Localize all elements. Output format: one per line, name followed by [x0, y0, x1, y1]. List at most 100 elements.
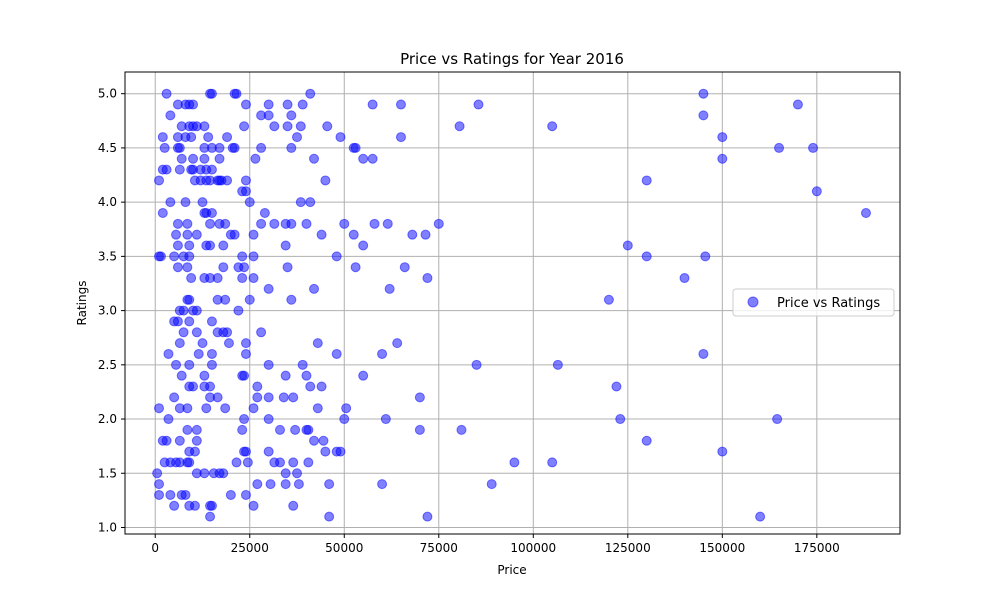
data-point	[176, 370, 187, 381]
data-point	[301, 218, 312, 229]
data-point	[320, 446, 331, 457]
data-point	[288, 457, 299, 468]
data-point	[189, 500, 200, 511]
data-point	[239, 262, 250, 273]
data-point	[256, 218, 267, 229]
data-point	[184, 251, 195, 262]
chart-title: Price vs Ratings for Year 2016	[400, 50, 624, 68]
data-point	[248, 500, 259, 511]
data-point	[290, 424, 301, 435]
data-point	[282, 99, 293, 110]
data-point	[641, 251, 652, 262]
data-point	[256, 142, 267, 153]
data-point	[303, 457, 314, 468]
data-point	[348, 229, 359, 240]
x-tick-label: 100000	[510, 541, 556, 555]
data-point	[244, 197, 255, 208]
data-point	[237, 424, 248, 435]
data-point	[206, 316, 217, 327]
data-point	[229, 142, 240, 153]
x-tick-label: 0	[151, 541, 159, 555]
data-point	[679, 273, 690, 284]
data-point	[172, 218, 183, 229]
data-point	[191, 229, 202, 240]
data-point	[312, 338, 323, 349]
data-point	[248, 229, 259, 240]
data-point	[414, 392, 425, 403]
points-layer	[152, 88, 871, 522]
data-point	[182, 218, 193, 229]
data-point	[552, 359, 563, 370]
data-point	[700, 251, 711, 262]
data-point	[172, 262, 183, 273]
y-tick-label: 5.0	[98, 87, 117, 101]
data-point	[169, 500, 180, 511]
data-point	[197, 197, 208, 208]
data-point	[384, 283, 395, 294]
data-point	[199, 153, 210, 164]
data-point	[174, 142, 185, 153]
y-tick-label: 4.0	[98, 195, 117, 209]
x-tick-label: 50000	[325, 541, 363, 555]
data-point	[316, 381, 327, 392]
y-tick-label: 3.0	[98, 304, 117, 318]
data-point	[377, 479, 388, 490]
data-point	[172, 240, 183, 251]
data-point	[242, 457, 253, 468]
data-point	[154, 403, 165, 414]
data-point	[358, 370, 369, 381]
data-point	[184, 359, 195, 370]
data-point	[339, 414, 350, 425]
data-point	[212, 392, 223, 403]
data-point	[422, 273, 433, 284]
data-point	[155, 251, 166, 262]
data-point	[286, 110, 297, 121]
data-point	[237, 251, 248, 262]
data-point	[163, 348, 174, 359]
data-point	[350, 142, 361, 153]
data-point	[165, 197, 176, 208]
data-point	[275, 424, 285, 435]
data-point	[165, 489, 176, 500]
data-point	[265, 479, 276, 490]
data-point	[199, 370, 210, 381]
data-point	[305, 88, 316, 99]
data-point	[288, 392, 299, 403]
data-point	[331, 251, 342, 262]
data-point	[197, 338, 208, 349]
data-point	[392, 338, 403, 349]
data-point	[717, 132, 728, 143]
data-point	[303, 424, 314, 435]
data-point	[350, 262, 361, 273]
legend-box	[732, 288, 895, 317]
data-point	[239, 121, 250, 132]
data-point	[218, 262, 229, 273]
data-point	[186, 132, 197, 143]
data-point	[225, 489, 236, 500]
data-point	[486, 479, 497, 490]
data-point	[214, 142, 225, 153]
data-point	[860, 207, 871, 218]
data-point	[263, 446, 274, 457]
data-point	[269, 218, 280, 229]
data-point	[182, 229, 193, 240]
data-point	[240, 175, 251, 186]
data-point	[305, 197, 316, 208]
data-point	[172, 316, 183, 327]
data-point	[240, 186, 251, 197]
data-point	[161, 88, 172, 99]
data-point	[240, 489, 251, 500]
data-point	[395, 99, 406, 110]
data-point	[182, 403, 193, 414]
data-point	[316, 229, 327, 240]
data-point	[205, 381, 216, 392]
data-point	[263, 283, 274, 294]
data-point	[186, 273, 197, 284]
data-point	[309, 283, 320, 294]
data-point	[229, 229, 240, 240]
data-point	[240, 348, 251, 359]
x-tick-label: 150000	[699, 541, 745, 555]
data-point	[288, 500, 299, 511]
data-point	[399, 262, 410, 273]
